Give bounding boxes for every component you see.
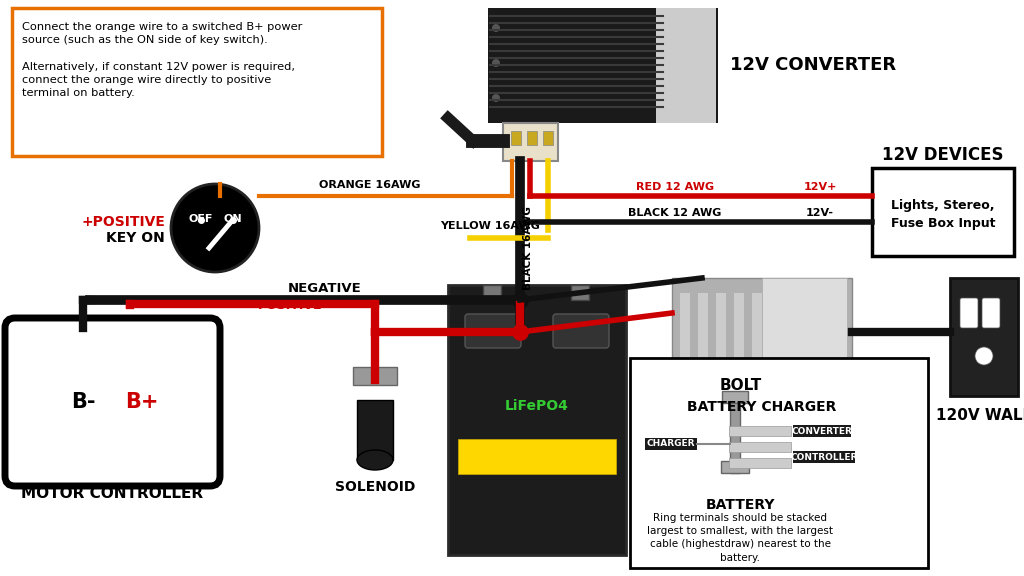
Text: BLACK 12 AWG: BLACK 12 AWG [629, 208, 722, 218]
FancyBboxPatch shape [982, 298, 1000, 328]
Text: RED 12 AWG: RED 12 AWG [636, 182, 714, 192]
Bar [950, 278, 1018, 396]
FancyBboxPatch shape [961, 298, 978, 328]
Circle shape [975, 347, 993, 365]
Bar [716, 293, 726, 386]
Bar [680, 293, 690, 386]
Bar [734, 293, 744, 386]
Bar [672, 278, 852, 386]
Text: ON: ON [223, 214, 243, 224]
FancyBboxPatch shape [553, 314, 609, 348]
Bar [458, 439, 616, 474]
Text: YELLOW 16AWG: YELLOW 16AWG [440, 221, 540, 231]
FancyBboxPatch shape [729, 442, 791, 452]
Circle shape [492, 94, 500, 102]
Bar [793, 451, 855, 463]
Bar [449, 285, 626, 555]
Bar [762, 278, 847, 386]
Text: BLACK 16AWG: BLACK 16AWG [523, 206, 534, 290]
Bar [698, 293, 708, 386]
FancyBboxPatch shape [5, 318, 220, 486]
Text: MOTOR CONTROLLER: MOTOR CONTROLLER [22, 486, 204, 501]
Circle shape [492, 59, 500, 67]
Text: 12V DEVICES: 12V DEVICES [883, 146, 1004, 164]
Text: Connect the orange wire to a switched B+ power
source (such as the ON side of ke: Connect the orange wire to a switched B+… [22, 22, 302, 98]
Text: 12V-: 12V- [806, 208, 834, 218]
FancyBboxPatch shape [12, 8, 382, 156]
Text: POSITIVE: POSITIVE [258, 299, 323, 312]
Bar [722, 391, 748, 403]
Text: 120V WALL: 120V WALL [936, 408, 1024, 423]
Text: SOLENOID: SOLENOID [335, 480, 415, 494]
Bar [645, 438, 697, 450]
FancyBboxPatch shape [872, 168, 1014, 256]
FancyBboxPatch shape [729, 426, 791, 436]
Bar [752, 293, 762, 386]
Text: BATTERY: BATTERY [706, 498, 775, 512]
Bar [483, 285, 501, 300]
Text: KEY ON: KEY ON [106, 231, 165, 245]
Text: NEGATIVE: NEGATIVE [288, 282, 361, 295]
Text: B-: B- [71, 392, 95, 412]
Bar [571, 285, 589, 300]
Bar [793, 425, 851, 437]
Text: 12V CONVERTER: 12V CONVERTER [730, 56, 896, 74]
Bar [488, 8, 718, 123]
Text: LiFePO4: LiFePO4 [505, 400, 569, 414]
Text: BATTERY CHARGER: BATTERY CHARGER [687, 400, 837, 414]
Bar [770, 293, 780, 386]
Text: BOLT: BOLT [719, 378, 762, 393]
FancyBboxPatch shape [630, 358, 928, 568]
Bar [503, 123, 558, 161]
Text: Lights, Stereo,
Fuse Box Input: Lights, Stereo, Fuse Box Input [891, 199, 995, 229]
Bar [788, 293, 798, 386]
Polygon shape [357, 400, 393, 460]
Text: ORANGE 16AWG: ORANGE 16AWG [319, 180, 421, 190]
Circle shape [492, 24, 500, 32]
Text: Ring terminals should be stacked
largest to smallest, with the largest
cable (hi: Ring terminals should be stacked largest… [647, 513, 834, 563]
FancyBboxPatch shape [729, 458, 791, 468]
Text: CONTROLLER: CONTROLLER [791, 453, 858, 461]
Bar [511, 131, 521, 145]
Bar [656, 8, 716, 123]
Text: B+: B+ [125, 392, 159, 412]
Bar [730, 403, 740, 473]
Bar [806, 293, 816, 386]
Text: 12V+: 12V+ [803, 182, 837, 192]
Bar [527, 131, 537, 145]
Ellipse shape [357, 450, 393, 470]
FancyBboxPatch shape [465, 314, 521, 348]
Text: CONVERTER: CONVERTER [792, 426, 852, 435]
Bar [353, 367, 397, 385]
Bar [721, 461, 749, 473]
Text: OFF: OFF [188, 214, 213, 224]
Bar [543, 131, 553, 145]
Circle shape [171, 184, 259, 272]
Text: CHARGER: CHARGER [647, 439, 695, 449]
Text: +POSITIVE: +POSITIVE [81, 215, 165, 229]
